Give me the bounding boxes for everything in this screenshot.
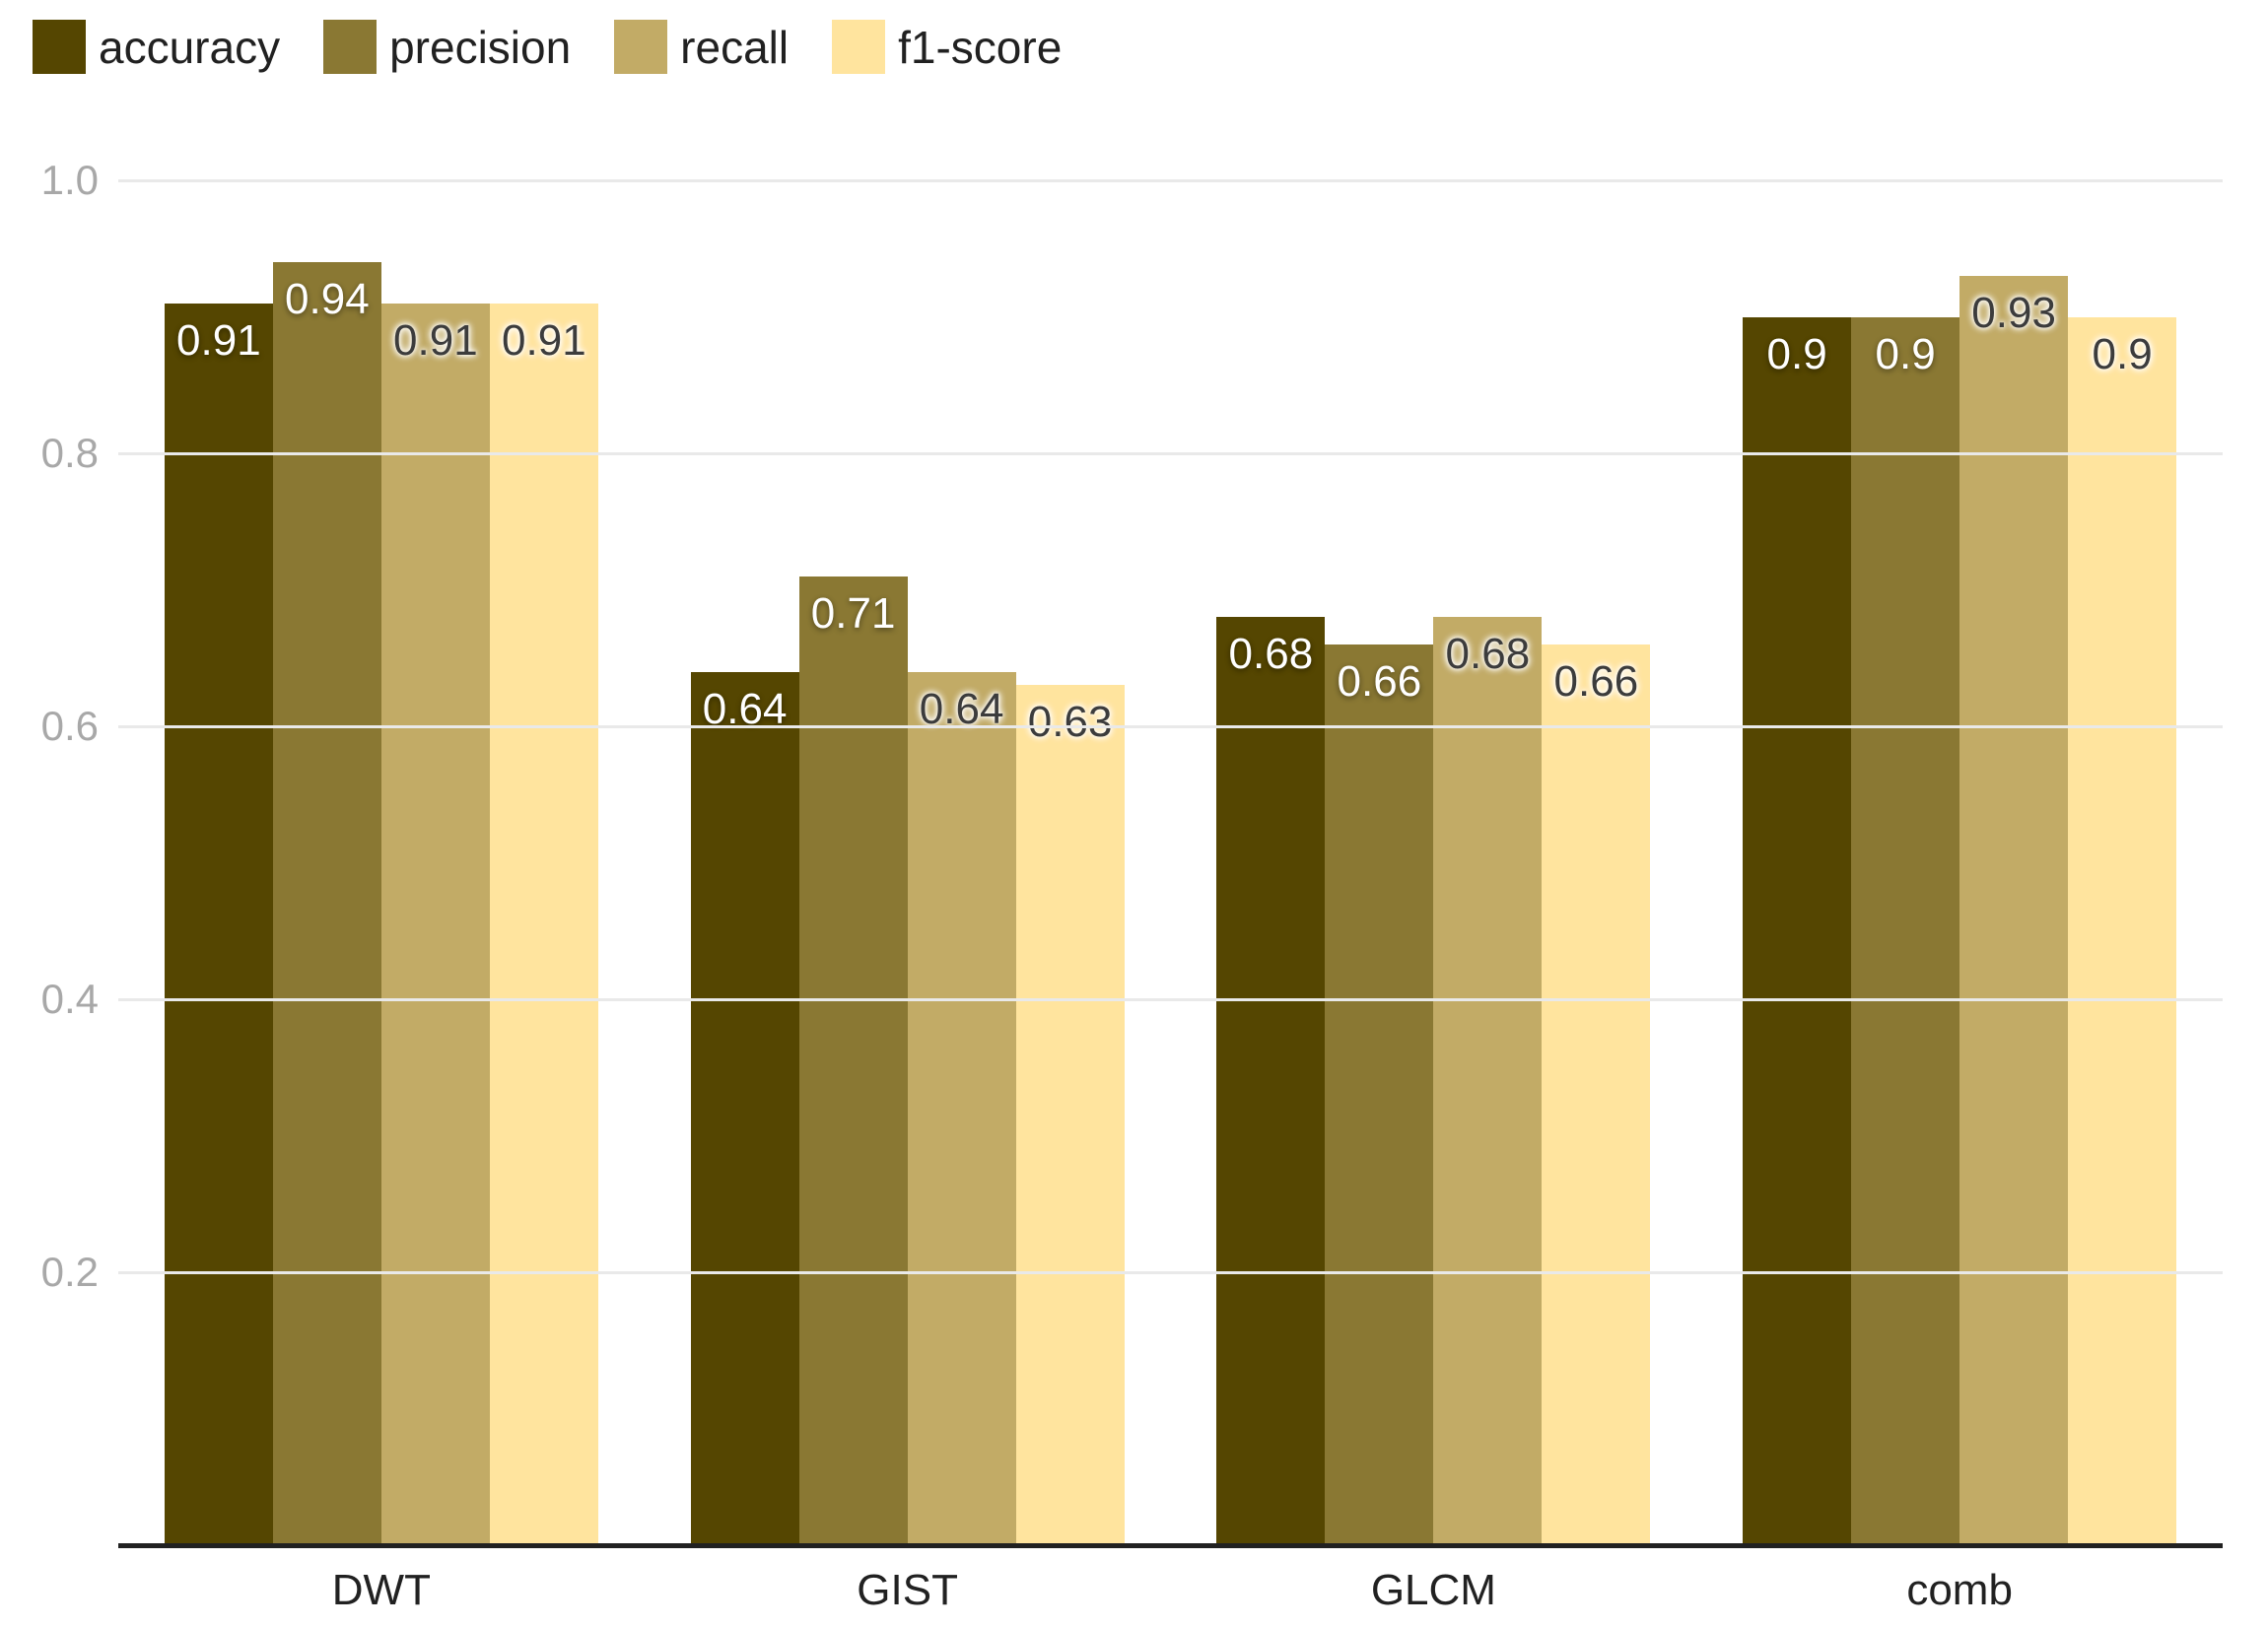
bar-value-label: 0.66 xyxy=(1553,656,1639,706)
bar-value-label: 0.68 xyxy=(1445,630,1531,679)
bar-value-label: 0.91 xyxy=(393,315,478,365)
legend-swatch-icon xyxy=(323,20,378,74)
bar-DWT-recall: 0.91 xyxy=(380,303,490,1545)
bar-comb-recall: 0.93 xyxy=(1959,275,2069,1545)
x-axis-labels: DWT GIST GLCM comb xyxy=(118,1569,2223,1612)
y-tick-label: 0.2 xyxy=(40,1249,99,1295)
legend-item-recall: recall xyxy=(614,20,789,74)
bar-DWT-accuracy: 0.91 xyxy=(164,303,273,1545)
legend-item-precision: precision xyxy=(323,20,571,74)
bar-value-label: 0.66 xyxy=(1337,656,1422,706)
y-axis-labels: 1.0 0.8 0.6 0.4 0.2 xyxy=(0,160,99,1545)
bar-value-label: 0.9 xyxy=(1766,329,1827,378)
y-tick-label: 1.0 xyxy=(40,157,99,203)
legend-label: f1-score xyxy=(898,21,1063,73)
y-tick-label: 0.8 xyxy=(40,430,99,476)
legend-label: precision xyxy=(389,21,572,73)
bar-group-GLCM: 0.68 0.66 0.68 0.66 xyxy=(1171,180,1697,1545)
bar-value-label: 0.9 xyxy=(2092,329,2153,378)
bar-groups: 0.91 0.94 0.91 0.91 0.64 0.71 0.64 0.63 0.68 0.66… xyxy=(118,180,2223,1545)
bar-group-comb: 0.9 0.9 0.93 0.9 xyxy=(1696,180,2223,1545)
bar-value-label: 0.64 xyxy=(919,684,1004,733)
bar-value-label: 0.71 xyxy=(810,588,896,638)
legend: accuracy precision recall f1-score xyxy=(33,20,1062,74)
bar-value-label: 0.64 xyxy=(702,684,788,733)
bar-value-label: 0.9 xyxy=(1875,329,1936,378)
bar-comb-accuracy: 0.9 xyxy=(1743,316,1852,1545)
x-category-label-comb: comb xyxy=(1906,1566,2013,1614)
bar-GLCM-f1-score: 0.66 xyxy=(1542,644,1651,1545)
x-category-label-GLCM: GLCM xyxy=(1370,1566,1496,1614)
bar-value-label: 0.63 xyxy=(1027,698,1113,747)
bar-comb-precision: 0.9 xyxy=(1851,316,1960,1545)
bar-GIST-accuracy: 0.64 xyxy=(690,671,799,1545)
legend-swatch-icon xyxy=(33,20,86,74)
bar-value-label: 0.91 xyxy=(176,315,261,365)
bar-GLCM-precision: 0.66 xyxy=(1325,644,1434,1545)
legend-label: recall xyxy=(680,21,790,73)
legend-item-accuracy: accuracy xyxy=(33,20,280,74)
x-axis-line xyxy=(118,1543,2223,1548)
x-category-label-GIST: GIST xyxy=(857,1566,958,1614)
bar-value-label: 0.91 xyxy=(502,315,586,365)
plot-area: 0.91 0.94 0.91 0.91 0.64 0.71 0.64 0.63 0.68 0.66… xyxy=(118,179,2223,1545)
bar-comb-f1-score: 0.9 xyxy=(2068,316,2177,1545)
bar-GLCM-accuracy: 0.68 xyxy=(1216,617,1326,1545)
x-category-label-DWT: DWT xyxy=(331,1566,431,1614)
legend-swatch-icon xyxy=(614,20,668,74)
gridline xyxy=(118,1271,2223,1274)
gridline xyxy=(118,179,2223,182)
y-tick-label: 0.6 xyxy=(40,703,99,749)
y-tick-label: 0.4 xyxy=(40,976,99,1022)
bar-GLCM-recall: 0.68 xyxy=(1433,617,1543,1545)
bar-group-DWT: 0.91 0.94 0.91 0.91 xyxy=(118,180,645,1545)
bar-GIST-f1-score: 0.63 xyxy=(1015,685,1125,1545)
legend-swatch-icon xyxy=(832,20,886,74)
bar-DWT-precision: 0.94 xyxy=(272,262,381,1545)
gridline xyxy=(118,725,2223,728)
bar-GIST-precision: 0.71 xyxy=(798,576,908,1545)
legend-item-f1-score: f1-score xyxy=(832,20,1062,74)
bar-group-GIST: 0.64 0.71 0.64 0.63 xyxy=(645,180,1171,1545)
bar-DWT-f1-score: 0.91 xyxy=(489,303,598,1545)
bar-value-label: 0.93 xyxy=(1971,288,2056,337)
legend-label: accuracy xyxy=(99,21,281,73)
bar-GIST-recall: 0.64 xyxy=(907,671,1016,1545)
bar-value-label: 0.68 xyxy=(1228,630,1314,679)
bar-value-label: 0.94 xyxy=(285,275,370,324)
gridline xyxy=(118,452,2223,455)
gridline xyxy=(118,998,2223,1001)
